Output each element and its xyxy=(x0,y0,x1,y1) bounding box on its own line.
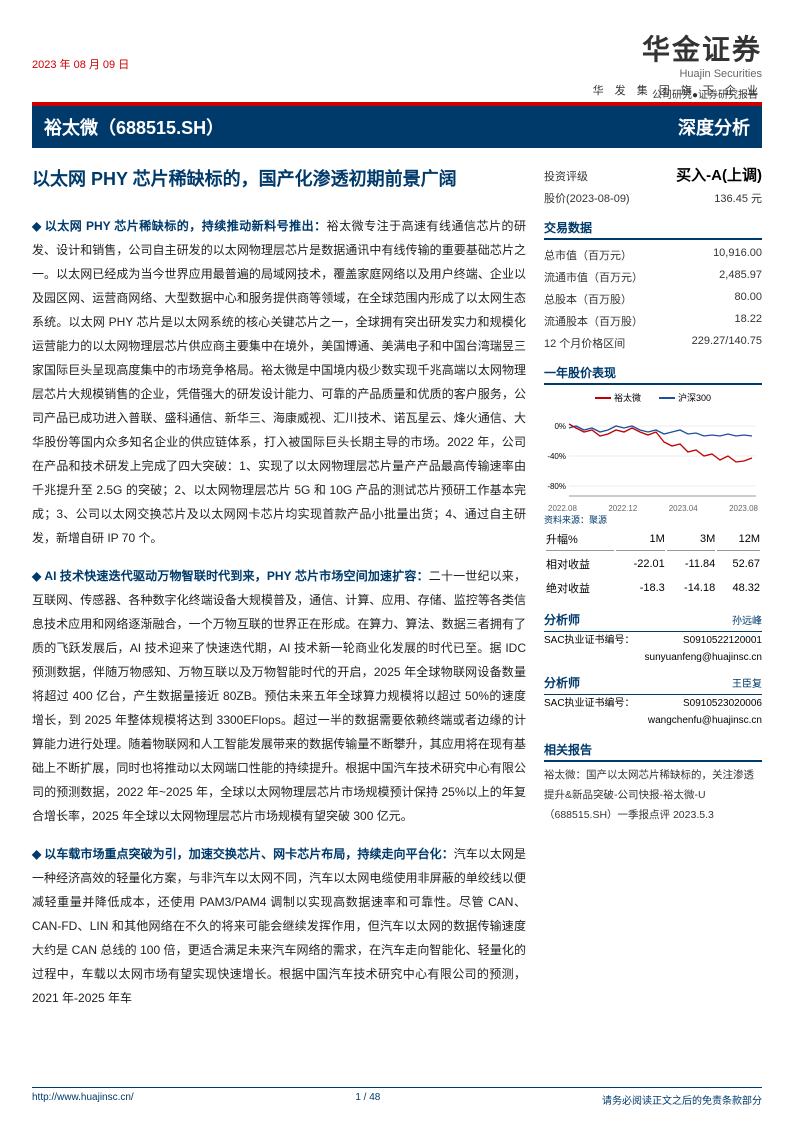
sidebar: 投资评级 买入-A(上调) 股价(2023-08-09) 136.45 元 交易… xyxy=(544,162,762,1024)
diamond-icon: ◆ xyxy=(32,569,41,583)
performance-table: 升幅% 1M 3M 12M 相对收益 -22.01 -11.84 52.67 绝… xyxy=(544,526,762,601)
footer: http://www.huajinsc.cn/ 1 / 48 请务必阅读正文之后… xyxy=(32,1087,762,1107)
perf-cell: -22.01 xyxy=(616,553,664,575)
chart-source: 资料来源：聚源 xyxy=(544,513,762,526)
bullet-1-title: 以太网 PHY 芯片稀缺标的，持续推动新料号推出： xyxy=(45,219,327,233)
main-content: 以太网 PHY 芯片稀缺标的，国产化渗透初期前景广阔 ◆以太网 PHY 芯片稀缺… xyxy=(32,162,526,1024)
perf-cell: 相对收益 xyxy=(546,553,614,575)
perf-cell: -11.84 xyxy=(667,553,715,575)
perf-cell: 48.32 xyxy=(717,577,760,599)
chart-svg: 0% -40% -80% xyxy=(544,406,762,502)
ytick: -40% xyxy=(547,452,566,461)
legend-a: 裕太微 xyxy=(614,391,641,404)
sac-label: SAC执业证书编号： xyxy=(544,696,635,711)
series-b-line xyxy=(569,426,752,436)
xlabel: 2023.08 xyxy=(729,504,758,513)
legend-line-b xyxy=(659,397,675,399)
report-date: 2023 年 08 月 09 日 xyxy=(32,28,129,72)
price-chart: 裕太微 沪深300 0% -40% -80% 2022.08 2022.12 xyxy=(544,391,762,511)
analyst-name: 王臣复 xyxy=(732,677,762,692)
footer-url: http://www.huajinsc.cn/ xyxy=(32,1092,134,1107)
perf-header: 升幅% xyxy=(546,528,614,551)
trading-row-label: 总股本（百万股） xyxy=(544,291,632,307)
price-value: 136.45 元 xyxy=(714,190,762,206)
bullet-1-body: 裕太微专注于高速有线通信芯片的研发、设计和销售，公司自主研发的以太网物理层芯片是… xyxy=(32,219,526,545)
perf-header: 3M xyxy=(667,528,715,551)
perf-cell: -18.3 xyxy=(616,577,664,599)
sub-bar-text: 公司研究●证券研究报告 xyxy=(652,86,758,101)
analyst-email: sunyuanfeng@huajinsc.cn xyxy=(645,650,762,665)
bullet-3-body: 汽车以太网是一种经济高效的轻量化方案，与非汽车以太网不同，汽车以太网电缆使用非屏… xyxy=(32,847,526,1005)
logo-cn: 华金证券 xyxy=(593,28,762,68)
xlabel: 2023.04 xyxy=(669,504,698,513)
ytick: -80% xyxy=(547,482,566,491)
legend-line-a xyxy=(595,397,611,399)
perf-cell: 绝对收益 xyxy=(546,577,614,599)
xlabel: 2022.12 xyxy=(608,504,637,513)
trading-row-label: 12 个月价格区间 xyxy=(544,335,625,351)
bullet-2-title: AI 技术快速迭代驱动万物智联时代到来，PHY 芯片市场空间加速扩容： xyxy=(44,569,428,583)
trading-row-value: 18.22 xyxy=(734,313,762,329)
perf-header: 12M xyxy=(717,528,760,551)
trading-row-label: 总市值（百万元） xyxy=(544,247,632,263)
title-bar: 裕太微（688515.SH） 深度分析 xyxy=(32,106,762,148)
xlabel: 2022.08 xyxy=(548,504,577,513)
ytick: 0% xyxy=(554,422,566,431)
trading-row-value: 2,485.97 xyxy=(719,269,762,285)
sac-value: S0910523020006 xyxy=(683,696,762,711)
analyst-head: 分析师 xyxy=(544,674,580,692)
related-text: 裕太微：国产以太网芯片稀缺标的，关注渗透提升&新品突破-公司快报-裕太微-U（6… xyxy=(544,766,762,826)
diamond-icon: ◆ xyxy=(32,219,42,233)
perf-header: 1M xyxy=(616,528,664,551)
trading-row-label: 流通股本（百万股） xyxy=(544,313,643,329)
bullet-3-title: 以车载市场重点突破为引，加速交换芯片、网卡芯片布局，持续走向平台化： xyxy=(44,847,453,861)
rating-label: 投资评级 xyxy=(544,168,588,184)
analyst-name: 孙远峰 xyxy=(732,614,762,629)
logo-en: Huajin Securities xyxy=(593,68,762,80)
bullet-1: ◆以太网 PHY 芯片稀缺标的，持续推动新料号推出：裕太微专注于高速有线通信芯片… xyxy=(32,214,526,550)
main-title: 以太网 PHY 芯片稀缺标的，国产化渗透初期前景广阔 xyxy=(32,162,526,196)
report-type: 深度分析 xyxy=(678,114,750,140)
sac-label: SAC执业证书编号： xyxy=(544,633,635,648)
bullet-2-body: 二十一世纪以来，互联网、传感器、各种数字化终端设备大规模普及，通信、计算、应用、… xyxy=(32,569,526,823)
trading-row-value: 229.27/140.75 xyxy=(692,335,762,351)
trading-row-value: 10,916.00 xyxy=(713,247,762,263)
related-head: 相关报告 xyxy=(544,741,762,762)
analyst-email: wangchenfu@huajinsc.cn xyxy=(648,713,762,728)
perf-cell: -14.18 xyxy=(667,577,715,599)
legend-b: 沪深300 xyxy=(678,391,711,404)
trading-head: 交易数据 xyxy=(544,219,762,240)
company-ticker: 裕太微（688515.SH） xyxy=(44,114,224,140)
footer-page: 1 / 48 xyxy=(355,1092,380,1107)
perf-cell: 52.67 xyxy=(717,553,760,575)
footer-note: 请务必阅读正文之后的免责条款部分 xyxy=(602,1092,762,1107)
rating-value: 买入-A(上调) xyxy=(676,164,762,185)
analyst-head: 分析师 xyxy=(544,611,580,629)
bullet-2: ◆AI 技术快速迭代驱动万物智联时代到来，PHY 芯片市场空间加速扩容：二十一世… xyxy=(32,564,526,828)
bullet-3: ◆以车载市场重点突破为引，加速交换芯片、网卡芯片布局，持续走向平台化：汽车以太网… xyxy=(32,842,526,1010)
diamond-icon: ◆ xyxy=(32,847,41,861)
chart-head: 一年股价表现 xyxy=(544,364,762,385)
trading-row-label: 流通市值（百万元） xyxy=(544,269,643,285)
price-label: 股价(2023-08-09) xyxy=(544,190,630,206)
sac-value: S0910522120001 xyxy=(683,633,762,648)
trading-table: 总市值（百万元） 10,916.00 流通市值（百万元） 2,485.97 总股本（… xyxy=(544,244,762,354)
trading-row-value: 80.00 xyxy=(734,291,762,307)
